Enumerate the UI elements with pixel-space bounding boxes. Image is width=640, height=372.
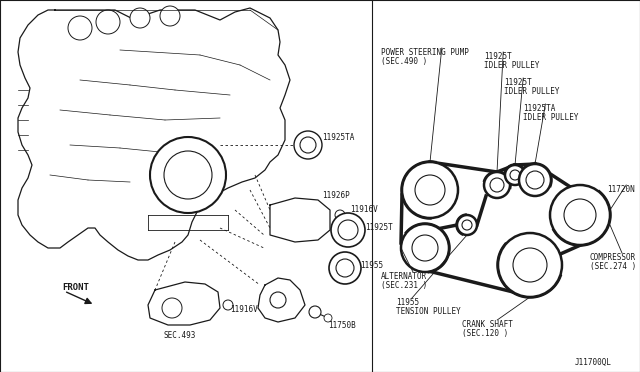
Text: POWER STEERING PUMP: POWER STEERING PUMP bbox=[381, 48, 469, 57]
Circle shape bbox=[498, 233, 562, 297]
Text: ALTERNATOR: ALTERNATOR bbox=[381, 272, 428, 281]
Circle shape bbox=[300, 137, 316, 153]
Circle shape bbox=[462, 220, 472, 230]
Text: TENSION PULLEY: TENSION PULLEY bbox=[396, 307, 461, 316]
Text: 11925TA: 11925TA bbox=[322, 134, 355, 142]
Text: (SEC.120 ): (SEC.120 ) bbox=[462, 329, 508, 338]
Text: 11925T: 11925T bbox=[504, 78, 532, 87]
Text: IDLER PULLEY: IDLER PULLEY bbox=[504, 87, 559, 96]
Circle shape bbox=[415, 175, 445, 205]
Circle shape bbox=[270, 292, 286, 308]
Circle shape bbox=[490, 178, 504, 192]
Text: 11955: 11955 bbox=[360, 260, 383, 269]
Text: IDLER PULLEY: IDLER PULLEY bbox=[484, 61, 540, 70]
Text: CRANK SHAFT: CRANK SHAFT bbox=[462, 320, 513, 329]
Circle shape bbox=[160, 6, 180, 26]
Text: COMPRESSOR: COMPRESSOR bbox=[590, 253, 636, 262]
Text: IDLER PULLEY: IDLER PULLEY bbox=[523, 113, 579, 122]
Circle shape bbox=[294, 131, 322, 159]
Circle shape bbox=[526, 171, 544, 189]
Text: (SEC.274 ): (SEC.274 ) bbox=[590, 262, 636, 271]
Circle shape bbox=[550, 185, 610, 245]
Text: 11925T: 11925T bbox=[365, 224, 393, 232]
Circle shape bbox=[484, 172, 510, 198]
Circle shape bbox=[338, 220, 358, 240]
Circle shape bbox=[564, 199, 596, 231]
Circle shape bbox=[162, 298, 182, 318]
Circle shape bbox=[324, 314, 332, 322]
Circle shape bbox=[68, 16, 92, 40]
Circle shape bbox=[412, 235, 438, 261]
Text: (SEC.490 ): (SEC.490 ) bbox=[381, 57, 428, 66]
Circle shape bbox=[335, 210, 345, 220]
Circle shape bbox=[401, 224, 449, 272]
Text: J11700QL: J11700QL bbox=[575, 358, 612, 367]
Text: 11925TA: 11925TA bbox=[523, 104, 556, 113]
Circle shape bbox=[96, 10, 120, 34]
Text: 11916V: 11916V bbox=[230, 305, 258, 314]
Circle shape bbox=[130, 8, 150, 28]
Circle shape bbox=[519, 164, 551, 196]
Text: 11925T: 11925T bbox=[484, 52, 512, 61]
Circle shape bbox=[329, 252, 361, 284]
Circle shape bbox=[150, 137, 226, 213]
Text: 11916V: 11916V bbox=[350, 205, 378, 215]
Circle shape bbox=[309, 306, 321, 318]
Circle shape bbox=[513, 248, 547, 282]
Text: SEC.493: SEC.493 bbox=[164, 331, 196, 340]
Circle shape bbox=[164, 151, 212, 199]
Circle shape bbox=[331, 213, 365, 247]
Circle shape bbox=[505, 165, 525, 185]
Text: 11750B: 11750B bbox=[328, 321, 356, 330]
Text: 11955: 11955 bbox=[396, 298, 419, 307]
Circle shape bbox=[510, 170, 520, 180]
Circle shape bbox=[223, 300, 233, 310]
Text: FRONT: FRONT bbox=[62, 282, 89, 292]
Circle shape bbox=[336, 259, 354, 277]
Circle shape bbox=[457, 215, 477, 235]
Circle shape bbox=[336, 224, 344, 232]
Circle shape bbox=[402, 162, 458, 218]
Text: 11926P: 11926P bbox=[322, 192, 349, 201]
Text: 11720N: 11720N bbox=[607, 185, 635, 194]
Text: (SEC.231 ): (SEC.231 ) bbox=[381, 281, 428, 290]
